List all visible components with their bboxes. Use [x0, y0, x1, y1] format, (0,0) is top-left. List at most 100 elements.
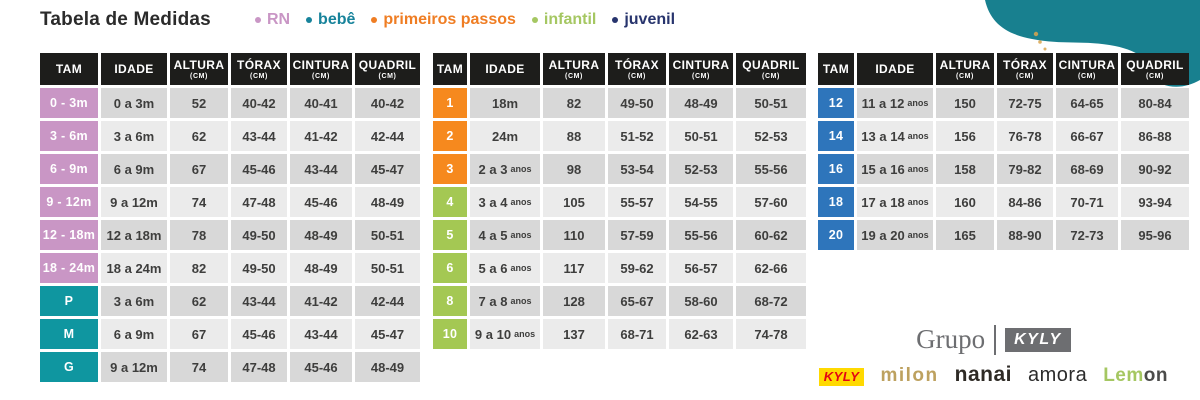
quadril-cell: 60-62 [736, 220, 806, 250]
altura-cell: 88 [543, 121, 605, 151]
legend-item-infantil: infantil [531, 11, 596, 29]
quadril-cell: 62-66 [736, 253, 806, 283]
cintura-cell: 48-49 [290, 253, 352, 283]
cintura-cell: 68-69 [1056, 154, 1118, 184]
cintura-cell: 48-49 [290, 220, 352, 250]
torax-cell: 53-54 [608, 154, 666, 184]
torax-cell: 43-44 [231, 121, 287, 151]
idade-cell: 15 a 16 anos [857, 154, 933, 184]
idade-cell: 6 a 9m [101, 154, 167, 184]
milon-brand-logo: milon [880, 364, 939, 386]
quadril-cell: 45-47 [355, 319, 420, 349]
idade-cell: 3 a 4 anos [470, 187, 540, 217]
altura-cell: 137 [543, 319, 605, 349]
altura-cell: 74 [170, 187, 228, 217]
quadril-cell: 90-92 [1121, 154, 1189, 184]
legend-item-primeiros-passos: primeiros passos [371, 11, 516, 29]
cintura-cell: 43-44 [290, 154, 352, 184]
column-header-altura: ALTURA (CM) [170, 53, 228, 85]
size-label-cell: 0 - 3m [40, 88, 98, 118]
column-header-torax: TÓRAX (CM) [231, 53, 287, 85]
altura-cell: 128 [543, 286, 605, 316]
idade-cell: 9 a 10 anos [470, 319, 540, 349]
torax-cell: 68-71 [608, 319, 666, 349]
altura-cell: 52 [170, 88, 228, 118]
column-header-quadril: QUADRIL (CM) [355, 53, 420, 85]
torax-cell: 47-48 [231, 352, 287, 382]
altura-cell: 156 [936, 121, 994, 151]
idade-cell: 24m [470, 121, 540, 151]
size-label-cell: 4 [433, 187, 467, 217]
bullet-icon [254, 17, 261, 23]
idade-cell: 5 a 6 anos [470, 253, 540, 283]
cintura-cell: 58-60 [669, 286, 733, 316]
logo-divider [994, 324, 997, 355]
altura-cell: 62 [170, 286, 228, 316]
torax-cell: 45-46 [231, 154, 287, 184]
legend-label: RN [266, 11, 291, 28]
altura-cell: 165 [936, 220, 994, 250]
idade-cell: 13 a 14 anos [857, 121, 933, 151]
size-label-cell: 12 - 18m [40, 220, 98, 250]
legend-label: juvenil [624, 11, 676, 28]
idade-cell: 18 a 24m [101, 253, 167, 283]
column-header-torax: TÓRAX (CM) [608, 53, 666, 85]
column-header-cintura: CINTURA (CM) [669, 53, 733, 85]
altura-cell: 82 [543, 88, 605, 118]
torax-cell: 47-48 [231, 187, 287, 217]
cintura-cell: 52-53 [669, 154, 733, 184]
size-label-cell: 5 [433, 220, 467, 250]
altura-cell: 160 [936, 187, 994, 217]
altura-cell: 78 [170, 220, 228, 250]
cintura-cell: 72-73 [1056, 220, 1118, 250]
column-header-altura: ALTURA (CM) [936, 53, 994, 85]
quadril-cell: 80-84 [1121, 88, 1189, 118]
size-label-cell: 2 [433, 121, 467, 151]
altura-cell: 74 [170, 352, 228, 382]
torax-cell: 76-78 [997, 121, 1053, 151]
altura-cell: 150 [936, 88, 994, 118]
quadril-cell: 40-42 [355, 88, 420, 118]
quadril-cell: 52-53 [736, 121, 806, 151]
grupo-label: Grupo [916, 324, 986, 355]
size-label-cell: 16 [818, 154, 854, 184]
cintura-cell: 48-49 [669, 88, 733, 118]
idade-cell: 6 a 9m [101, 319, 167, 349]
torax-cell: 40-42 [231, 88, 287, 118]
torax-cell: 51-52 [608, 121, 666, 151]
column-header-quadril: QUADRIL (CM) [1121, 53, 1189, 85]
cintura-cell: 62-63 [669, 319, 733, 349]
size-legend: RN bebê primeiros passos infantil juveni… [254, 11, 676, 29]
kyly-group-wordmark: KYLY [1005, 327, 1071, 352]
size-label-cell: M [40, 319, 98, 349]
cintura-cell: 56-57 [669, 253, 733, 283]
nanai-brand-logo: nanai [954, 362, 1012, 386]
cintura-cell: 41-42 [290, 121, 352, 151]
size-label-cell: 3 [433, 154, 467, 184]
size-label-cell: G [40, 352, 98, 382]
page-header: Tabela de Medidas RN bebê primeiros pass… [40, 9, 675, 31]
torax-cell: 45-46 [231, 319, 287, 349]
size-label-cell: 12 [818, 88, 854, 118]
lemon-dark-part: on [1143, 364, 1168, 386]
page-title: Tabela de Medidas [40, 9, 211, 30]
idade-cell: 18m [470, 88, 540, 118]
footer-logos: Grupo KYLY KYLY milon nanai amora Lemon [818, 324, 1168, 386]
altura-cell: 62 [170, 121, 228, 151]
cintura-cell: 40-41 [290, 88, 352, 118]
idade-cell: 9 a 12m [101, 187, 167, 217]
altura-cell: 67 [170, 154, 228, 184]
legend-item-rn: RN [254, 11, 291, 29]
torax-cell: 57-59 [608, 220, 666, 250]
quadril-cell: 42-44 [355, 121, 420, 151]
quadril-cell: 86-88 [1121, 121, 1189, 151]
torax-cell: 59-62 [608, 253, 666, 283]
bullet-icon [531, 17, 538, 23]
size-label-cell: 9 - 12m [40, 187, 98, 217]
idade-cell: 2 a 3 anos [470, 154, 540, 184]
quadril-cell: 45-47 [355, 154, 420, 184]
quadril-cell: 48-49 [355, 187, 420, 217]
size-label-cell: 6 - 9m [40, 154, 98, 184]
size-table-rn-bebe: TAM IDADE ALTURA (CM) TÓRAX (CM) CINTURA (CM) QU… [40, 53, 420, 382]
